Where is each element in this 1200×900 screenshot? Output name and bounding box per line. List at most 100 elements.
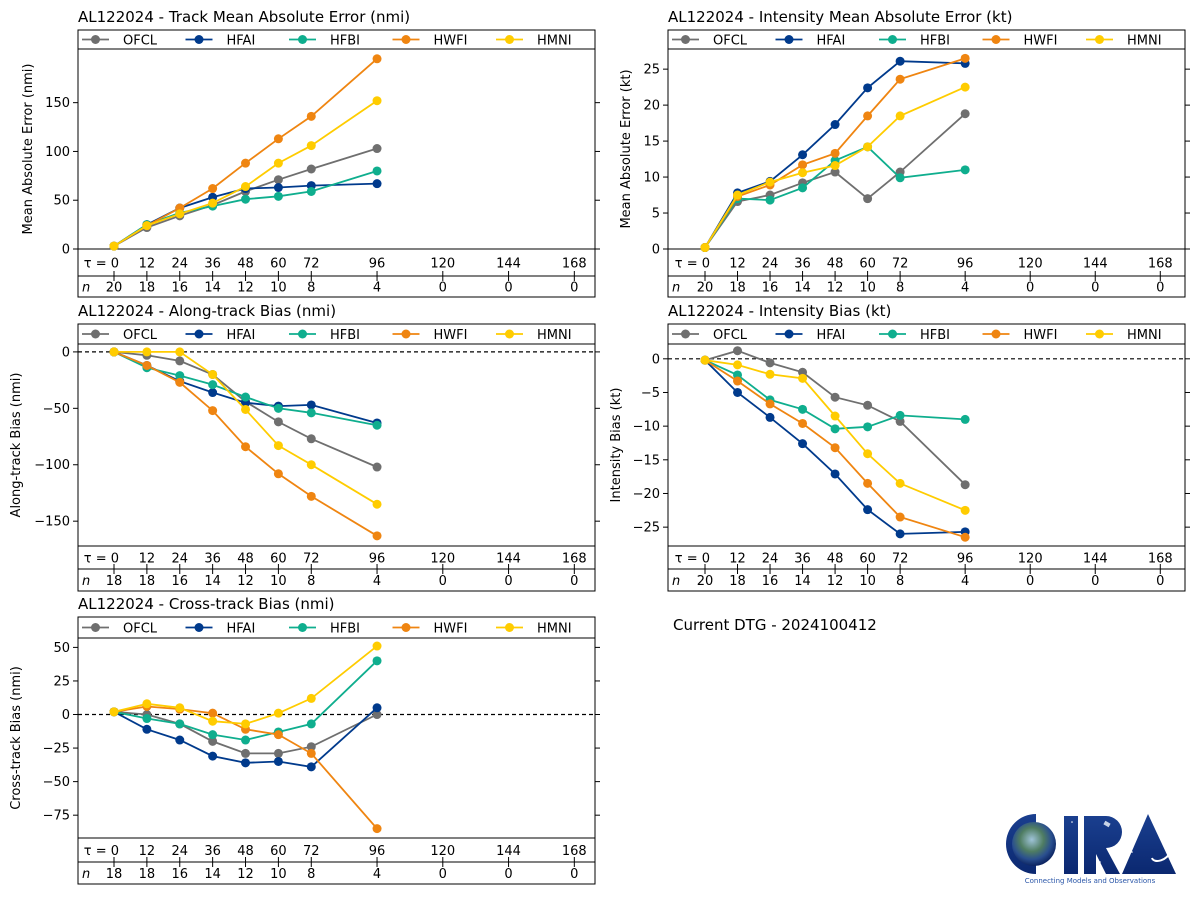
- data-point-ofcl-48: [830, 167, 840, 177]
- data-point-hfai-96: [372, 179, 382, 189]
- legend-marker: [91, 329, 100, 339]
- series-group: [109, 347, 382, 541]
- x-tick-label: 144: [496, 257, 521, 272]
- data-point-hwfi-60: [273, 134, 283, 144]
- data-point-hmni-12: [142, 347, 152, 357]
- legend-marker: [784, 35, 794, 44]
- data-point-hfai-24: [175, 735, 185, 745]
- y-tick-label: −150: [34, 515, 70, 530]
- data-point-hwfi-36: [208, 184, 218, 194]
- series-hmni: [700, 82, 970, 253]
- data-point-hwfi-96: [960, 532, 970, 542]
- data-point-hmni-60: [273, 158, 283, 168]
- chart-intensity-bias: AL122024 - Intensity Bias (kt) Intensity …: [609, 302, 1190, 592]
- series-line-ofcl: [704, 349, 966, 486]
- x-tick-label: 60: [270, 552, 287, 567]
- n-count-label: 16: [171, 281, 188, 296]
- series-line-hfbi: [113, 351, 378, 427]
- data-point-hwfi-96: [372, 824, 382, 834]
- n-count-label: 0: [1026, 574, 1034, 589]
- data-point-hwfi-36: [208, 406, 218, 416]
- x-tick-label: 168: [1148, 257, 1173, 272]
- data-point-hfbi-60: [863, 422, 873, 432]
- series-hwfi: [700, 53, 970, 253]
- legend-marker: [401, 329, 411, 339]
- legend-item-hfbi: HFBI: [289, 621, 360, 636]
- n-count-label: 8: [307, 574, 315, 589]
- n-count-label: 14: [794, 574, 811, 589]
- x-tick-label: 12: [729, 552, 746, 567]
- x-tick-label: 168: [1148, 552, 1173, 567]
- data-point-hwfi-36: [798, 418, 808, 428]
- y-tick-label: 0: [62, 708, 70, 723]
- legend-marker: [681, 329, 690, 339]
- data-point-hmni-72: [895, 111, 905, 121]
- data-point-ofcl-72: [306, 164, 316, 174]
- data-point-hmni-48: [830, 161, 840, 171]
- data-point-hwfi-36: [208, 708, 218, 718]
- data-point-hmni-24: [765, 369, 775, 379]
- x-tick-label: 24: [171, 844, 188, 859]
- data-point-hwfi-96: [960, 53, 970, 63]
- y-tick-label: −20: [633, 487, 660, 502]
- chart-title: AL122024 - Intensity Bias (kt): [668, 302, 891, 320]
- legend-marker: [1095, 35, 1104, 44]
- y-axis-label: Intensity Bias (kt): [609, 388, 624, 503]
- legend-label: HWFI: [1024, 328, 1058, 343]
- data-point-hwfi-60: [863, 111, 873, 121]
- n-count-label: 18: [729, 281, 746, 296]
- data-point-hmni-12: [142, 221, 152, 231]
- data-point-hfbi-72: [895, 410, 905, 420]
- series-ofcl: [700, 109, 970, 253]
- legend-label: HFAI: [817, 33, 846, 48]
- n-count-label: 0: [1156, 574, 1164, 589]
- series-line-ofcl: [704, 113, 966, 249]
- data-point-hwfi-48: [830, 443, 840, 453]
- data-point-hfai-48: [830, 120, 840, 130]
- legend-marker: [784, 329, 794, 339]
- x-tick-label: 12: [729, 257, 746, 272]
- legend-label: OFCL: [123, 621, 158, 636]
- legend-marker: [1095, 329, 1104, 339]
- y-axis-label: Along-track Bias (nmi): [9, 373, 24, 518]
- data-point-ofcl-60: [273, 748, 283, 758]
- data-point-hwfi-48: [830, 148, 840, 158]
- legend-label: HMNI: [1127, 33, 1162, 48]
- y-tick-label: 0: [652, 352, 660, 367]
- data-point-hfbi-12: [142, 714, 152, 724]
- data-point-hmni-36: [208, 198, 218, 208]
- legend-marker: [401, 35, 411, 44]
- data-point-hfai-60: [863, 505, 873, 515]
- n-count-label: 0: [504, 574, 512, 589]
- legend-label: OFCL: [713, 33, 748, 48]
- logo-letter-i: [1064, 816, 1078, 874]
- n-count-label: 12: [237, 574, 254, 589]
- n-count-label: 0: [1091, 281, 1099, 296]
- data-point-hwfi-60: [273, 730, 283, 740]
- data-point-hwfi-96: [372, 531, 382, 541]
- data-point-hmni-96: [372, 499, 382, 509]
- series-line-hwfi: [113, 351, 378, 537]
- legend-label: HWFI: [1024, 33, 1058, 48]
- data-point-hwfi-12: [733, 376, 743, 386]
- n-count-label: 10: [859, 574, 876, 589]
- y-tick-label: −25: [43, 742, 70, 757]
- y-tick-label: −50: [43, 402, 70, 417]
- n-count-label: 14: [204, 574, 221, 589]
- legend-label: HFBI: [330, 33, 360, 48]
- x-tick-label: 168: [562, 257, 587, 272]
- legend-item-hfai: HFAI: [185, 33, 255, 48]
- series-group: [700, 346, 970, 542]
- data-point-hmni-12: [733, 190, 743, 200]
- x-tick-label: 36: [794, 257, 811, 272]
- data-point-hwfi-72: [895, 74, 905, 84]
- series-hmni: [109, 641, 382, 729]
- series-line-hfbi: [113, 660, 378, 741]
- legend-item-hfai: HFAI: [185, 328, 255, 343]
- data-point-hfai-36: [798, 439, 808, 449]
- n-count-label: 0: [1091, 574, 1099, 589]
- x-tick-label: 60: [859, 552, 876, 567]
- n-count-label: 8: [307, 867, 315, 882]
- legend-item-hfbi: HFBI: [289, 33, 360, 48]
